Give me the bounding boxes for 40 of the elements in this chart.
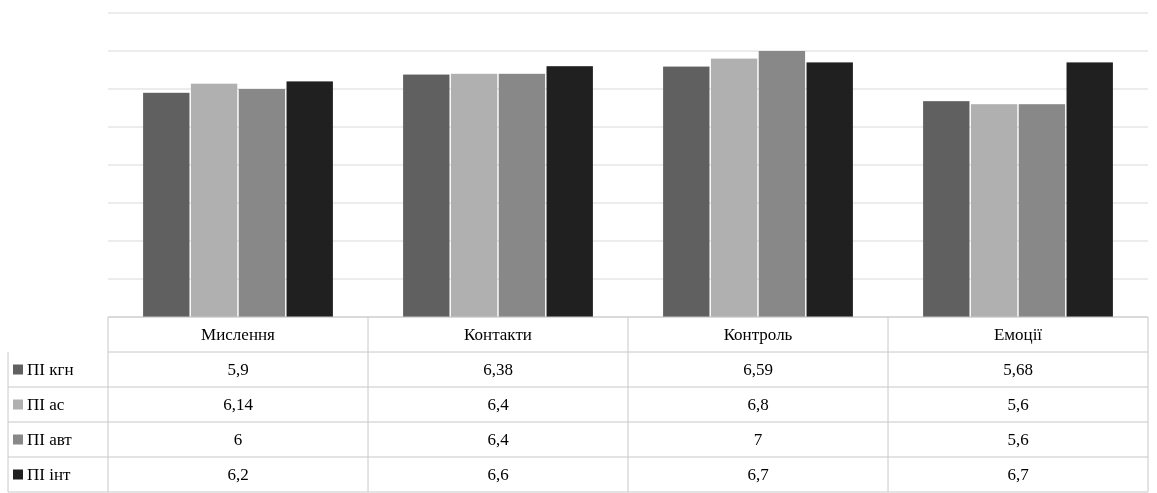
bar xyxy=(663,66,710,317)
bar xyxy=(238,89,286,317)
x-tick-label: Контакти xyxy=(464,325,532,345)
data-label: 5,6 xyxy=(1007,430,1029,450)
bar xyxy=(546,66,593,317)
data-label: 6,38 xyxy=(483,360,513,380)
legend-label: ПІ кгн xyxy=(27,360,74,380)
data-label: 6,7 xyxy=(747,465,770,485)
data-label: 6,59 xyxy=(743,360,773,380)
data-label: 5,68 xyxy=(1003,360,1033,380)
bar xyxy=(1066,62,1113,317)
data-label: 6,4 xyxy=(487,430,510,450)
bar xyxy=(498,73,546,317)
bar xyxy=(923,101,970,317)
bar xyxy=(758,51,806,317)
bar xyxy=(806,62,853,317)
legend-label: ПІ інт xyxy=(27,465,72,485)
data-label: 6,6 xyxy=(487,465,509,485)
data-label: 5,6 xyxy=(1007,395,1029,415)
x-tick-label: Емоції xyxy=(993,325,1043,345)
bar xyxy=(143,92,190,317)
bar xyxy=(450,73,498,317)
data-label: 6,2 xyxy=(227,465,249,485)
x-tick-label: Контроль xyxy=(723,325,793,345)
data-label: 6,8 xyxy=(747,395,769,415)
data-label: 7 xyxy=(753,430,763,450)
bar xyxy=(970,104,1018,317)
bar xyxy=(403,74,450,317)
bar xyxy=(190,83,238,317)
data-label: 6 xyxy=(233,430,243,450)
x-tick-label: Мислення xyxy=(201,325,276,345)
data-label: 6,14 xyxy=(223,395,254,415)
legend-label: ПІ ас xyxy=(27,395,65,415)
bar xyxy=(1018,104,1066,317)
data-label: 6,7 xyxy=(1007,465,1030,485)
bar xyxy=(286,81,333,317)
data-label: 5,9 xyxy=(227,360,249,380)
bar xyxy=(710,58,758,317)
data-label: 6,4 xyxy=(487,395,510,415)
legend-label: ПІ авт xyxy=(27,430,73,450)
